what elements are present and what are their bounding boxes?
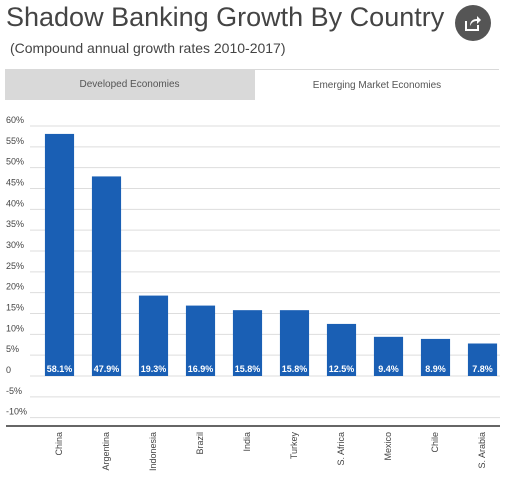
bar bbox=[44, 133, 75, 376]
data-label: 9.4% bbox=[378, 364, 399, 374]
bar bbox=[91, 176, 122, 376]
data-label: 58.1% bbox=[47, 364, 73, 374]
y-tick-label: 10% bbox=[6, 323, 24, 333]
x-tick-label: Brazil bbox=[195, 432, 205, 455]
share-icon bbox=[465, 16, 481, 31]
y-tick-label: 45% bbox=[6, 178, 24, 188]
tab-developed-economies[interactable]: Developed Economies bbox=[5, 69, 254, 100]
data-label: 8.9% bbox=[425, 364, 446, 374]
y-tick-label: 25% bbox=[6, 261, 24, 271]
data-label: 47.9% bbox=[94, 364, 120, 374]
bar bbox=[326, 323, 357, 376]
bar bbox=[232, 310, 263, 376]
x-tick-label: Chile bbox=[430, 432, 440, 453]
data-label: 7.8% bbox=[472, 364, 493, 374]
bar bbox=[373, 336, 404, 376]
y-tick-label: 55% bbox=[6, 136, 24, 146]
share-button[interactable] bbox=[455, 5, 491, 41]
y-tick-label: 15% bbox=[6, 303, 24, 313]
y-tick-label: 5% bbox=[6, 344, 19, 354]
x-tick-label: Turkey bbox=[289, 432, 299, 460]
data-label: 12.5% bbox=[329, 364, 355, 374]
y-tick-label: 60% bbox=[6, 115, 24, 125]
x-tick-label: Mexico bbox=[383, 432, 393, 461]
x-tick-label: India bbox=[242, 432, 252, 452]
bar-chart: 60% 55% 50% 45% 40% 35% 30% 25% 20% 15% 10% 5% 0 -5% -… bbox=[6, 115, 500, 471]
bar bbox=[420, 338, 451, 376]
y-tick-label: 0 bbox=[6, 365, 11, 375]
bar bbox=[185, 305, 216, 376]
y-tick-label: 35% bbox=[6, 219, 24, 229]
data-label: 19.3% bbox=[141, 364, 167, 374]
y-tick-label: 40% bbox=[6, 198, 24, 208]
x-tick-label: Indonesia bbox=[148, 432, 158, 471]
page-subtitle: (Compound annual growth rates 2010-2017) bbox=[10, 40, 286, 56]
x-tick-label: S. Africa bbox=[336, 432, 346, 466]
x-tick-label: China bbox=[54, 432, 64, 456]
tab-bar: Developed Economies Emerging Market Econ… bbox=[5, 69, 499, 100]
data-label: 15.8% bbox=[235, 364, 261, 374]
bar bbox=[138, 295, 169, 376]
bar bbox=[467, 343, 498, 376]
x-tick-label: Argentina bbox=[101, 432, 111, 471]
y-tick-label: -5% bbox=[6, 386, 22, 396]
bar bbox=[279, 310, 310, 376]
data-label: 16.9% bbox=[188, 364, 214, 374]
y-tick-label: 30% bbox=[6, 240, 24, 250]
tab-emerging-market-economies[interactable]: Emerging Market Economies bbox=[255, 69, 499, 100]
data-label: 15.8% bbox=[282, 364, 308, 374]
page-title: Shadow Banking Growth By Country bbox=[6, 2, 445, 32]
y-tick-label: 20% bbox=[6, 282, 24, 292]
x-tick-label: S. Arabia bbox=[477, 432, 487, 469]
y-tick-label: -10% bbox=[6, 407, 27, 417]
y-tick-label: 50% bbox=[6, 157, 24, 167]
